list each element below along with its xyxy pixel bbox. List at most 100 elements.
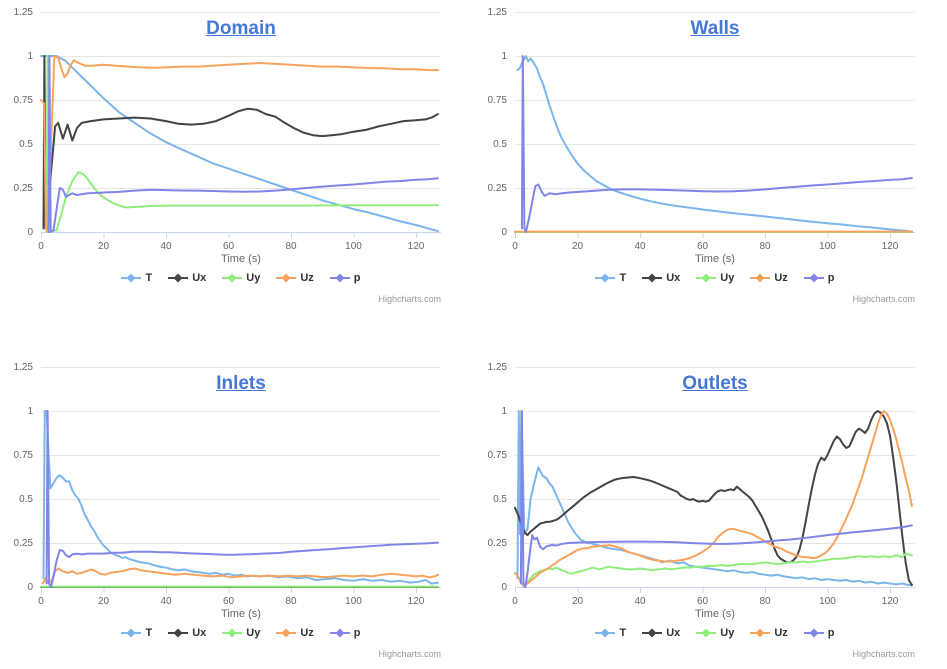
x-axis-label: 0	[38, 241, 44, 252]
highcharts-credit-link[interactable]: Highcharts.com	[378, 294, 441, 304]
x-axis-label: 0	[512, 241, 518, 252]
plot-area-walls: 0 0.25 0.5 0.75 1 1.25 0 20 40 60 80 100 120 Time (s)	[488, 7, 915, 265]
series-line-uz[interactable]	[514, 410, 913, 588]
chart-title-domain[interactable]: Domain	[206, 18, 276, 39]
series-line-p[interactable]	[519, 410, 913, 588]
x-axis-label: 40	[634, 596, 646, 607]
chart-title-walls[interactable]: Walls	[690, 18, 740, 39]
legend-marker-icon	[642, 273, 663, 283]
y-axis-label: 1.25	[488, 362, 508, 373]
series-line-ux[interactable]	[42, 55, 439, 230]
x-axis-label: 60	[697, 241, 709, 252]
y-axis-label: 0.25	[488, 183, 508, 194]
x-axis-title: Time (s)	[695, 253, 735, 265]
x-axis-label: 40	[160, 241, 172, 252]
legend-marker-icon	[121, 628, 142, 638]
legend-label: Uy	[246, 627, 261, 639]
chart-title-inlets[interactable]: Inlets	[216, 373, 266, 394]
y-axis-label: 1.25	[14, 362, 34, 373]
legend-marker-icon	[329, 273, 350, 283]
series-line-p[interactable]	[45, 410, 439, 588]
legend-item-uy[interactable]: Uy	[696, 272, 734, 284]
y-axis-label: 0.25	[14, 538, 34, 549]
x-axis-label: 80	[759, 241, 771, 252]
x-axis-label: 100	[345, 596, 362, 607]
y-axis-label: 0	[501, 227, 507, 238]
x-axis-label: 40	[634, 241, 646, 252]
series-line-t[interactable]	[516, 55, 913, 233]
legend-item-uz[interactable]: Uz	[750, 272, 788, 284]
y-axis-label: 0	[27, 582, 33, 593]
series-line-uz[interactable]	[40, 55, 439, 233]
chart-inlets: Inlets 0 0.25 0.5 0.75 1 1.25 0 20 40 60 80 100 120 Ti…	[0, 355, 473, 665]
legend-item-t[interactable]: T	[121, 627, 152, 639]
legend-item-t[interactable]: T	[595, 272, 626, 284]
y-axis-label: 0	[501, 582, 507, 593]
legend-marker-icon	[168, 628, 189, 638]
legend-item-ux[interactable]: Ux	[642, 272, 680, 284]
legend-label: Uy	[720, 272, 735, 284]
legend-label: Ux	[192, 627, 207, 639]
y-axis-label: 0	[27, 227, 33, 238]
chart-walls: Walls 0 0.25 0.5 0.75 1 1.25 0 20 40 60 80 100 120 Tim…	[474, 0, 947, 310]
highcharts-credit-link[interactable]: Highcharts.com	[852, 294, 915, 304]
legend-item-p[interactable]: p	[329, 627, 361, 639]
x-axis-label: 100	[819, 596, 836, 607]
x-axis-label: 60	[697, 596, 709, 607]
series-line-ux[interactable]	[514, 410, 913, 587]
y-axis-label: 0.75	[488, 450, 508, 461]
legend-item-uz[interactable]: Uz	[276, 627, 314, 639]
legend-item-p[interactable]: p	[803, 272, 835, 284]
legend-marker-icon	[696, 628, 717, 638]
series-line-uy[interactable]	[521, 552, 913, 588]
x-axis-label: 20	[572, 241, 584, 252]
legend-label: Ux	[666, 627, 681, 639]
legend-marker-icon	[222, 273, 243, 283]
x-axis-label: 120	[408, 241, 425, 252]
legend-item-ux[interactable]: Ux	[642, 627, 680, 639]
chart-title-outlets[interactable]: Outlets	[682, 373, 748, 394]
y-axis-label: 1.25	[488, 7, 508, 18]
plot-area-domain: 0 0.25 0.5 0.75 1 1.25 0 20 40 60 80 100 120 Time (s)	[14, 7, 441, 265]
legend-item-uy[interactable]: Uy	[696, 627, 734, 639]
chart-outlets: Outlets 0 0.25 0.5 0.75 1 1.25 0 20 40 60 80 100 120 T…	[474, 355, 947, 665]
legend-item-uy[interactable]: Uy	[222, 272, 260, 284]
legend-item-uy[interactable]: Uy	[222, 627, 260, 639]
x-axis-label: 20	[572, 596, 584, 607]
legend-label: p	[353, 627, 361, 639]
series-line-t[interactable]	[42, 410, 439, 585]
chart-domain: Domain 0 0.25 0.5 0.75 1 1.25 0 20 40 60 80 100 120 Ti…	[0, 0, 473, 310]
legend-label: Uy	[720, 627, 735, 639]
highcharts-credit-link[interactable]: Highcharts.com	[378, 649, 441, 659]
series-line-t[interactable]	[40, 55, 439, 233]
y-axis-label: 1	[27, 406, 33, 417]
legend-label: Uz	[774, 272, 788, 284]
legend-item-uz[interactable]: Uz	[276, 272, 314, 284]
legend-item-p[interactable]: p	[803, 627, 835, 639]
legend-marker-icon	[121, 273, 142, 283]
legend-marker-icon	[168, 273, 189, 283]
legend-item-ux[interactable]: Ux	[168, 627, 206, 639]
legend-marker-icon	[750, 628, 771, 638]
x-axis-label: 0	[38, 596, 44, 607]
legend-label: T	[145, 627, 153, 639]
legend-item-uz[interactable]: Uz	[750, 627, 788, 639]
x-axis-label: 40	[160, 596, 172, 607]
series-line-p[interactable]	[520, 55, 913, 233]
legend-marker-icon	[276, 628, 297, 638]
y-axis-label: 0.5	[493, 139, 507, 150]
legend: T Ux Uy Uz p	[515, 272, 915, 284]
legend: T Ux Uy Uz p	[41, 627, 441, 639]
legend-item-t[interactable]: T	[121, 272, 152, 284]
series-line-p[interactable]	[47, 55, 439, 233]
legend-label: Uz	[774, 627, 788, 639]
legend-item-p[interactable]: p	[329, 272, 361, 284]
plot-area-outlets: 0 0.25 0.5 0.75 1 1.25 0 20 40 60 80 100 120 Time (s)	[488, 362, 915, 620]
highcharts-credit-link[interactable]: Highcharts.com	[852, 649, 915, 659]
legend-item-ux[interactable]: Ux	[168, 272, 206, 284]
x-axis-label: 80	[285, 241, 297, 252]
series-line-uz[interactable]	[41, 567, 439, 585]
legend-label: T	[619, 272, 627, 284]
series-line-uy[interactable]	[45, 55, 439, 233]
legend-item-t[interactable]: T	[595, 627, 626, 639]
